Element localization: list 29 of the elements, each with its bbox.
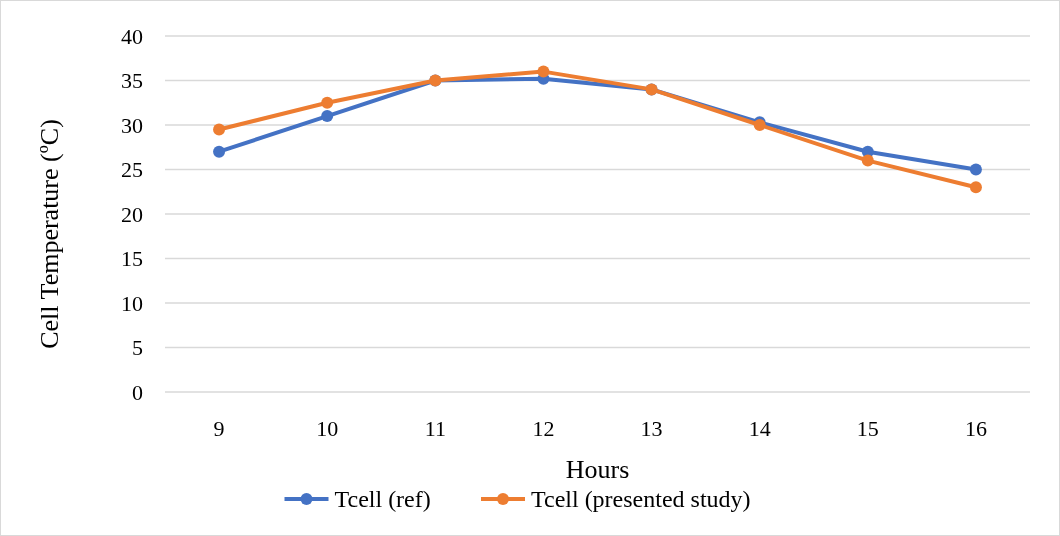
x-axis-title: Hours xyxy=(565,455,630,484)
point xyxy=(321,96,334,109)
y-tick-label: 5 xyxy=(132,335,143,361)
x-tick-label: 15 xyxy=(856,415,879,441)
point xyxy=(321,110,334,123)
point xyxy=(213,123,226,136)
x-tick-label: 14 xyxy=(748,415,771,441)
point xyxy=(969,163,982,176)
y-tick-label: 35 xyxy=(121,68,143,94)
x-tick-label: 13 xyxy=(640,415,663,441)
point xyxy=(537,65,550,78)
y-tick-label: 0 xyxy=(132,379,143,405)
x-tick-label: 16 xyxy=(964,415,987,441)
x-tick-label: 11 xyxy=(424,415,446,441)
legend-label: Tcell (presented study) xyxy=(531,486,751,513)
x-tick-label: 12 xyxy=(532,415,555,441)
point xyxy=(861,154,874,167)
point xyxy=(969,181,982,194)
y-tick-label: 15 xyxy=(121,246,143,272)
x-tick-label: 10 xyxy=(316,415,339,441)
y-tick-label: 25 xyxy=(121,157,143,183)
y-tick-label: 20 xyxy=(121,201,143,227)
y-axis-title: Cell Temperature (ºC) xyxy=(35,119,64,349)
legend-label: Tcell (ref) xyxy=(334,486,431,513)
point xyxy=(213,145,226,158)
y-tick-label: 30 xyxy=(121,112,143,138)
y-tick-label: 10 xyxy=(121,290,143,316)
x-tick-label: 9 xyxy=(213,415,225,441)
y-tick-label: 40 xyxy=(121,23,143,49)
